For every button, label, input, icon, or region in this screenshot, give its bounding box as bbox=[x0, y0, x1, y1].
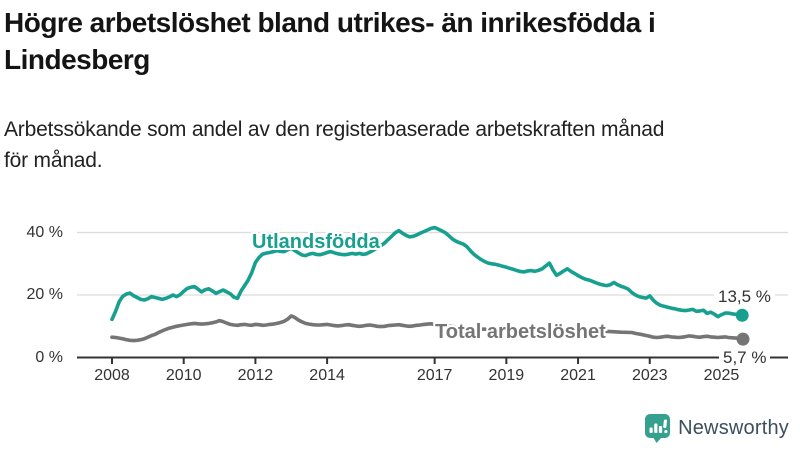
subtitle-line-1: Arbetssökande som andel av den registerb… bbox=[4, 118, 665, 141]
chart-subtitle: Arbetssökande som andel av den registerb… bbox=[4, 114, 798, 176]
title-line-2: Lindesberg bbox=[4, 44, 150, 75]
newsworthy-logo: Newsworthy bbox=[644, 412, 789, 444]
utlandsfodda-end-dot bbox=[735, 308, 749, 322]
newsworthy-speech-bubble-barchart-icon bbox=[645, 414, 671, 443]
utlandsfodda-line bbox=[110, 225, 745, 322]
total-arbetsloshet-end-dot bbox=[736, 332, 750, 346]
title-line-1: Högre arbetslöshet bland utrikes- än inr… bbox=[4, 7, 656, 38]
newsworthy-logo-text: Newsworthy bbox=[678, 416, 789, 439]
subtitle-line-2: för månad. bbox=[4, 149, 103, 172]
page-title: Högre arbetslöshet bland utrikes- än inr… bbox=[4, 4, 798, 78]
total-arbetsloshet-line bbox=[110, 314, 745, 343]
